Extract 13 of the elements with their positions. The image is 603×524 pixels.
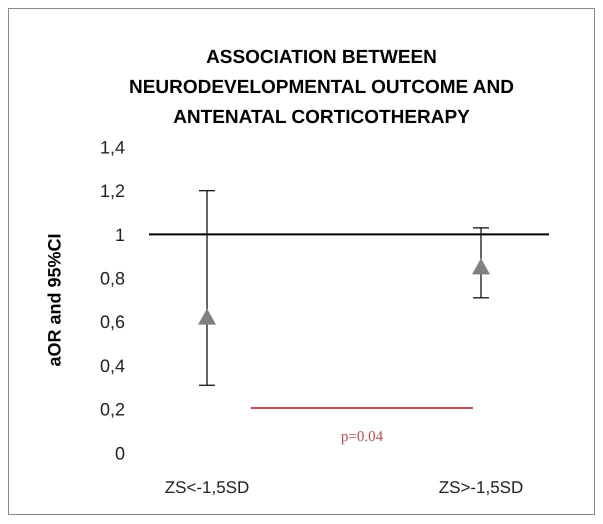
y-axis-title: aOR and 95%CI [44, 233, 64, 367]
y-tick-label: 1,4 [100, 137, 125, 158]
chart-title: ASSOCIATION BETWEEN NEURODEVELOPMENTAL OUTCOME AND ANTENATAL CORTICOTHERAPY [128, 46, 515, 130]
annotation: p=0.04 [340, 429, 384, 446]
y-tick-label: 0,2 [100, 400, 125, 420]
y-tick-label: 0 [114, 443, 125, 464]
x-tick-label: ZS<-1,5SD [164, 478, 250, 498]
y-tick-label: 0,8 [100, 268, 125, 289]
y-tick-label: 0,6 [100, 312, 125, 332]
y-tick-label: 1,2 [100, 181, 125, 202]
y-tick-label: 1 [114, 224, 125, 245]
x-tick-label: ZS>-1,5SD [438, 478, 524, 498]
y-tick-label: 0,4 [100, 356, 125, 376]
